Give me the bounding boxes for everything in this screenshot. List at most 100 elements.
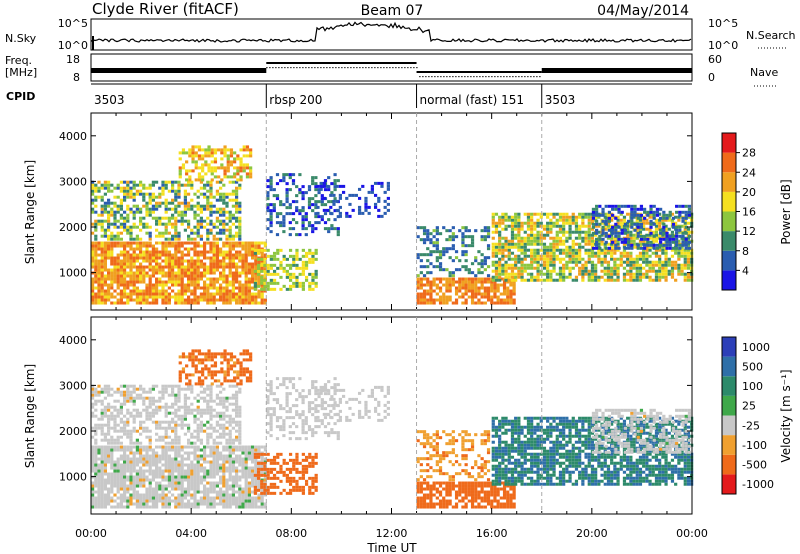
power-cell xyxy=(263,278,267,282)
velocity-cell xyxy=(91,390,95,394)
power-cell xyxy=(686,275,691,279)
velocity-cell xyxy=(187,490,191,494)
power-cell xyxy=(206,289,210,293)
power-cell xyxy=(139,253,143,257)
power-cell xyxy=(231,298,235,302)
power-cell xyxy=(161,280,165,284)
power-cell xyxy=(266,281,270,285)
power-cell xyxy=(151,286,155,290)
power-cell xyxy=(432,283,436,287)
power-cell xyxy=(177,213,181,217)
power-cell xyxy=(251,241,255,245)
power-cell xyxy=(119,250,123,254)
power-cell xyxy=(662,228,666,232)
power-cell xyxy=(222,207,226,211)
power-cell xyxy=(235,198,239,202)
power-cell xyxy=(642,257,646,261)
power-cell xyxy=(380,181,384,185)
power-cell xyxy=(386,184,390,188)
power-cell xyxy=(686,242,691,246)
power-cell xyxy=(187,247,191,251)
nave-dot xyxy=(533,76,535,78)
power-cell xyxy=(435,250,439,254)
power-cell xyxy=(190,183,194,187)
power-cell xyxy=(180,271,184,275)
power-cell xyxy=(603,266,607,270)
power-cell xyxy=(103,207,107,211)
power-cell xyxy=(94,298,98,302)
power-cell xyxy=(193,231,197,235)
power-cell xyxy=(520,239,524,243)
velocity-cell xyxy=(251,505,255,509)
power-cell xyxy=(126,225,130,229)
power-cell xyxy=(174,225,178,229)
power-cell xyxy=(496,295,500,299)
power-cell xyxy=(225,295,229,299)
velocity-cell xyxy=(219,457,223,461)
power-cell xyxy=(654,218,659,222)
power-cell xyxy=(322,196,326,200)
velocity-cell xyxy=(158,472,162,476)
nave-dot xyxy=(467,76,469,78)
nave-dot xyxy=(506,76,508,78)
velocity-cell xyxy=(123,490,127,494)
power-cell xyxy=(269,188,273,192)
power-cell xyxy=(207,145,211,149)
velocity-cell xyxy=(203,484,207,488)
power-cell xyxy=(285,182,289,186)
power-cell xyxy=(206,201,210,205)
power-cell xyxy=(626,233,630,237)
power-cell xyxy=(193,210,197,214)
power-cell xyxy=(506,298,510,302)
power-cell xyxy=(504,242,508,246)
velocity-cell xyxy=(113,469,117,473)
power-cell xyxy=(167,292,171,296)
power-cell xyxy=(616,269,620,273)
power-cell xyxy=(238,216,242,220)
power-cell xyxy=(622,215,627,219)
velocity-cell xyxy=(123,499,127,503)
power-cell xyxy=(361,184,365,188)
power-cell xyxy=(194,145,198,149)
power-cell xyxy=(448,289,452,293)
velocity-cell xyxy=(139,475,143,479)
power-cell xyxy=(658,245,662,249)
velocity-cell xyxy=(135,457,139,461)
velocity-cell xyxy=(164,466,168,470)
power-cell xyxy=(470,286,475,290)
power-cell xyxy=(509,289,513,293)
power-cell xyxy=(454,235,459,239)
power-cell xyxy=(494,275,499,279)
power-cell xyxy=(155,241,159,245)
velocity-cell xyxy=(174,451,178,455)
power-cell xyxy=(530,272,534,276)
power-cell xyxy=(116,237,120,241)
power-cell xyxy=(377,214,381,218)
power-cell xyxy=(514,263,518,267)
power-cell xyxy=(238,259,242,263)
power-cell xyxy=(288,188,292,192)
power-cell xyxy=(571,266,575,270)
power-cell xyxy=(474,292,478,296)
nave-dot xyxy=(473,76,475,78)
velocity-cell xyxy=(158,499,162,503)
velocity-cell xyxy=(135,499,139,503)
power-cell xyxy=(203,250,207,254)
power-cell xyxy=(629,251,633,255)
power-cell xyxy=(142,256,146,260)
power-cell xyxy=(643,216,647,220)
power-cell xyxy=(606,269,611,273)
power-cell xyxy=(161,295,165,299)
power-cell xyxy=(683,266,687,270)
power-cell xyxy=(458,295,462,299)
power-cell xyxy=(606,248,611,252)
power-cell xyxy=(94,198,98,202)
power-cell xyxy=(571,215,575,219)
power-cell xyxy=(148,289,152,293)
power-cell xyxy=(145,265,149,269)
power-cell xyxy=(212,210,216,214)
power-cell xyxy=(416,292,420,296)
power-cell xyxy=(100,256,104,260)
power-cell xyxy=(295,284,299,288)
power-cell xyxy=(348,202,352,206)
